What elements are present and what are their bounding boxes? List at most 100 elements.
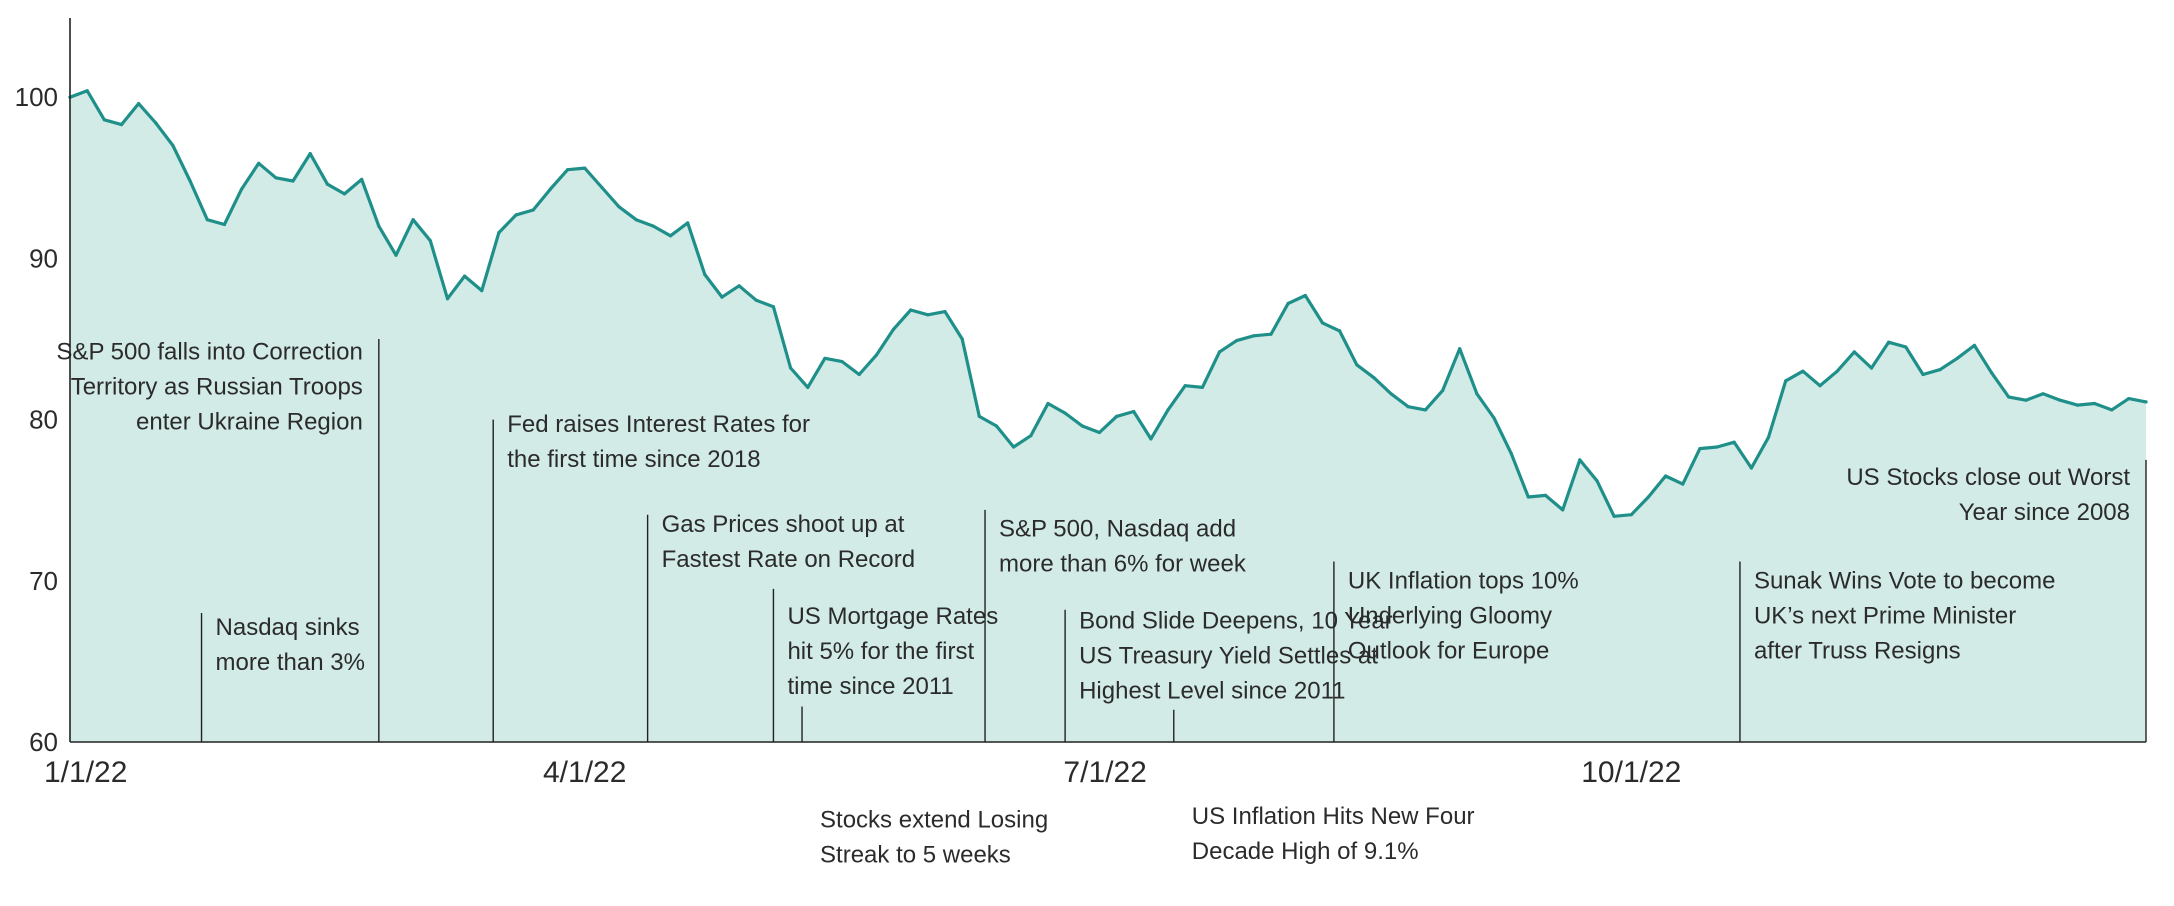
data-point xyxy=(1217,350,1222,354)
annotation-text: US Inflation Hits New Four xyxy=(1192,803,1475,830)
data-point xyxy=(1972,343,1976,347)
data-point xyxy=(960,337,964,341)
annotation-text: US Stocks close out Worst xyxy=(1846,464,2130,491)
data-point xyxy=(2041,392,2045,396)
annotation-text: US Mortgage Rates xyxy=(787,603,998,630)
data-point xyxy=(394,253,398,257)
data-point xyxy=(1406,405,1410,409)
data-point xyxy=(1338,329,1342,333)
data-point xyxy=(1235,339,1239,343)
annotation-text: Underlying Gloomy xyxy=(1348,602,1552,629)
data-point xyxy=(943,310,947,314)
annotation-text: more than 3% xyxy=(216,649,365,676)
data-point xyxy=(2007,395,2011,399)
data-point xyxy=(1955,356,1959,360)
data-point xyxy=(1166,408,1170,412)
data-point xyxy=(1784,379,1788,383)
data-point xyxy=(1012,445,1016,449)
y-tick-label: 60 xyxy=(29,727,58,757)
annotation-layer: Nasdaq sinks more than 3% S&P 500 falls in… xyxy=(56,338,2147,868)
data-point xyxy=(377,224,381,228)
data-point xyxy=(668,234,673,238)
data-point xyxy=(411,218,415,222)
data-point xyxy=(1818,384,1822,388)
data-point xyxy=(1080,424,1084,428)
data-point xyxy=(994,424,999,428)
data-point xyxy=(1355,363,1359,367)
data-point xyxy=(1423,408,1427,412)
data-point xyxy=(1904,345,1908,349)
series-line xyxy=(68,89,2148,518)
annotation-text: Year since 2008 xyxy=(1959,499,2130,526)
annotation-text: more than 6% for week xyxy=(999,551,1247,578)
data-point xyxy=(325,182,329,186)
data-point xyxy=(1389,392,1393,396)
data-point xyxy=(754,298,758,302)
data-point xyxy=(137,102,141,106)
data-point xyxy=(566,168,570,172)
data-point xyxy=(1269,332,1273,336)
data-point xyxy=(1749,466,1753,470)
data-point xyxy=(2024,398,2028,402)
data-point xyxy=(1200,385,1204,389)
data-point xyxy=(360,177,364,181)
data-point xyxy=(548,187,553,191)
annotation-text: hit 5% for the first xyxy=(787,638,974,665)
data-point xyxy=(2127,397,2131,401)
data-point xyxy=(2058,398,2062,402)
data-point xyxy=(1629,513,1633,517)
data-point xyxy=(1698,447,1702,451)
data-point xyxy=(308,152,312,156)
data-point xyxy=(2092,401,2097,406)
data-point xyxy=(583,166,587,170)
annotation-text: after Truss Resigns xyxy=(1754,637,1961,664)
data-point xyxy=(1732,440,1736,444)
annotation-text: Fastest Rate on Record xyxy=(662,546,915,573)
annotation-text: Bond Slide Deepens, 10 Year xyxy=(1079,608,1393,635)
data-point xyxy=(1046,401,1050,406)
data-point xyxy=(1852,350,1856,354)
annotation-text: Decade High of 9.1% xyxy=(1192,838,1419,865)
data-point xyxy=(1441,389,1445,393)
data-point xyxy=(1664,474,1668,478)
annotation-text: Territory as Russian Troops xyxy=(71,373,363,400)
data-point xyxy=(857,372,861,377)
data-point xyxy=(171,143,175,148)
area-layer xyxy=(68,89,2148,742)
annotation-text: Highest Level since 2011 xyxy=(1079,678,1345,705)
y-tick-label: 80 xyxy=(29,405,58,435)
annotation-text: time since 2011 xyxy=(787,673,953,700)
data-point xyxy=(1492,416,1496,420)
data-point xyxy=(1561,508,1565,512)
data-point xyxy=(1132,409,1136,414)
annotation-text: enter Ukraine Region xyxy=(136,408,363,435)
data-point xyxy=(1029,434,1033,438)
series-area-fill xyxy=(70,90,2146,742)
data-point xyxy=(1990,371,1994,375)
data-point xyxy=(240,187,244,191)
data-point xyxy=(1543,493,1548,497)
data-point xyxy=(1320,321,1325,325)
data-point xyxy=(651,224,655,228)
data-point xyxy=(102,118,106,122)
data-point xyxy=(840,360,844,364)
y-tick-label: 70 xyxy=(29,566,58,596)
data-point xyxy=(463,274,467,278)
data-point xyxy=(1526,495,1530,499)
annotation-text: Sunak Wins Vote to become xyxy=(1754,567,2056,594)
data-point xyxy=(1938,368,1942,372)
axes-layer: 60 70 80 90 100 1/1/22 4/1/22 7/1/22 10/1/22 xyxy=(15,18,2146,789)
data-point xyxy=(806,385,810,389)
annotation-text: UK’s next Prime Minister xyxy=(1754,602,2016,629)
data-point xyxy=(1681,482,1685,486)
data-point xyxy=(1595,479,1599,483)
data-point xyxy=(514,213,518,217)
data-point xyxy=(1509,451,1513,455)
data-point xyxy=(1183,384,1187,388)
y-tick-label: 100 xyxy=(15,82,58,112)
data-point xyxy=(1835,369,1839,373)
x-tick-label: 1/1/22 xyxy=(44,756,127,789)
data-point xyxy=(634,218,638,222)
data-point xyxy=(926,313,930,317)
